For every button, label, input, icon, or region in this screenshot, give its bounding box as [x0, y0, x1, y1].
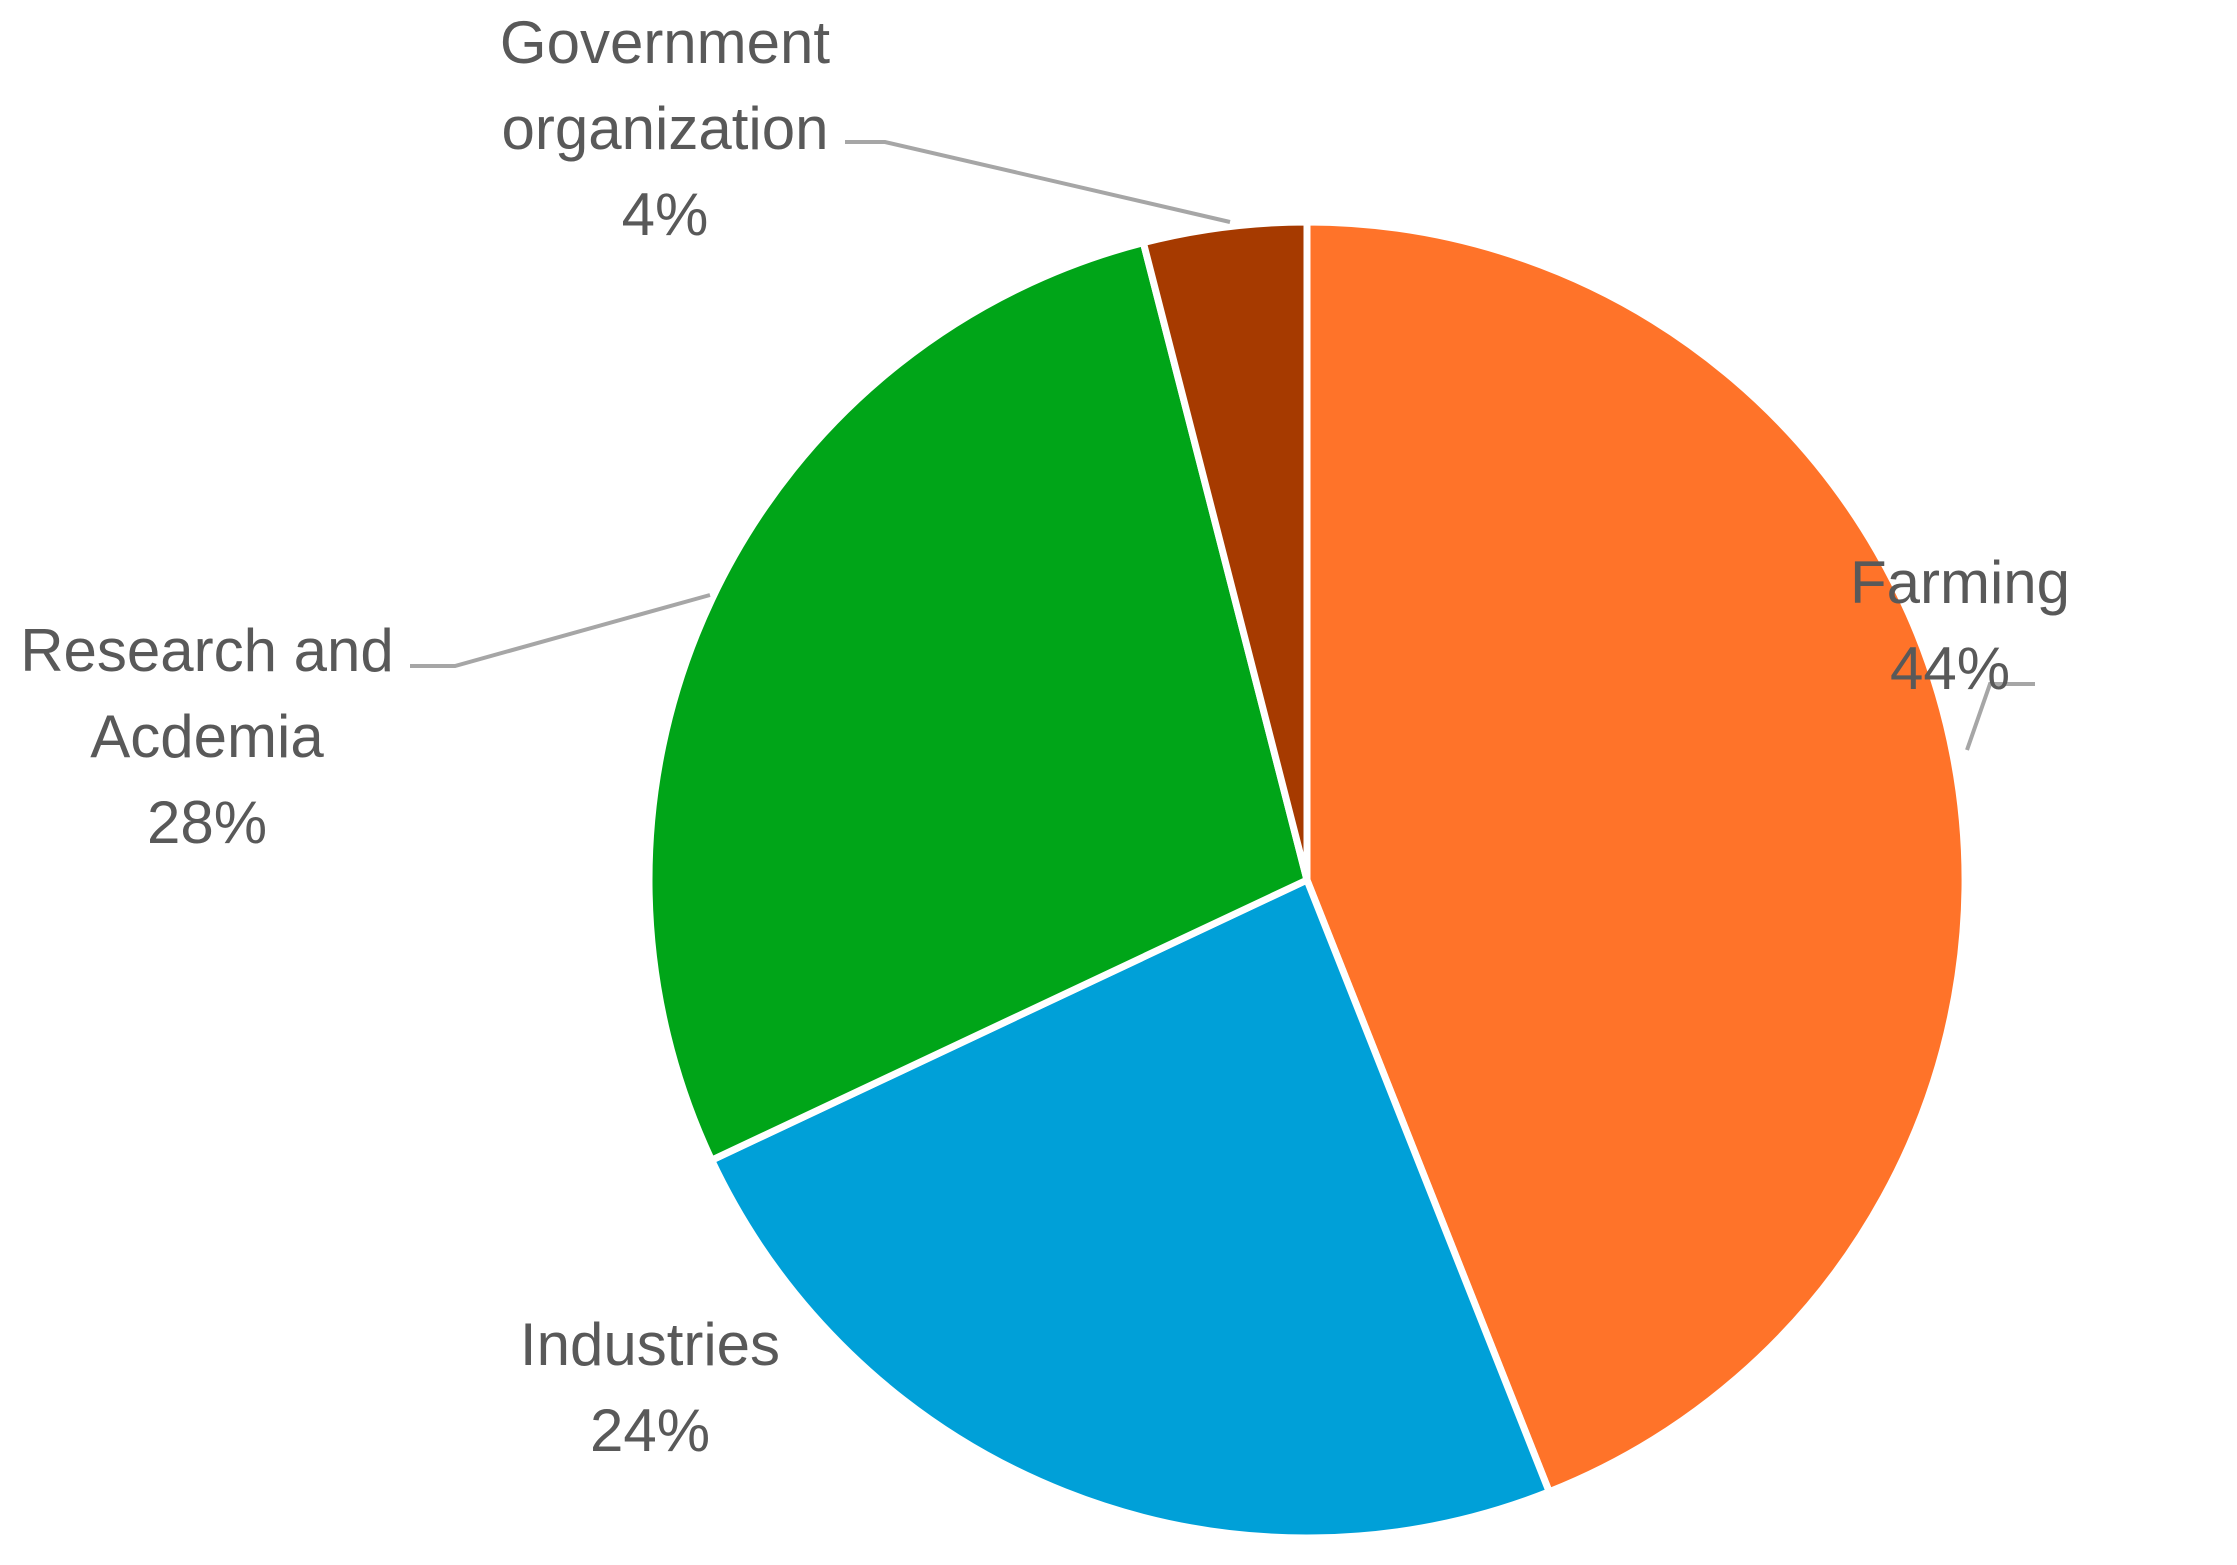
slice-label-research-name-line2: Acdemia: [90, 703, 324, 770]
leader-lines: [410, 140, 2035, 751]
slice-label-industries: Industries 24%: [490, 1302, 810, 1474]
slice-label-government-percent: 4%: [621, 181, 709, 248]
slice-label-research: Research and Acdemia 28%: [7, 608, 407, 866]
slice-label-industries-name: Industries: [519, 1311, 781, 1378]
leader-line-government: [845, 140, 1231, 224]
slice-label-research-percent: 28%: [146, 789, 268, 856]
slice-label-government: Government organization 4%: [475, 0, 855, 258]
pie-slice-industries: [708, 876, 1553, 1542]
slice-label-farming-percent: 44%: [1889, 635, 2011, 702]
leader-line-research: [410, 593, 711, 668]
slice-label-government-name-line1: Government: [499, 9, 831, 76]
slice-label-research-name-line1: Research and: [20, 617, 394, 684]
slice-label-farming-name: Farming: [1850, 549, 2071, 616]
pie-slice-research: [645, 239, 1311, 1164]
pie-slice-farming: [1303, 218, 1969, 1496]
slice-label-farming: Farming 44%: [1850, 540, 2071, 712]
slice-label-government-name-line2: organization: [501, 95, 829, 162]
leader-line-farming: [1965, 682, 2035, 751]
pie-slices: [645, 218, 1969, 1542]
slice-label-industries-percent: 24%: [589, 1397, 711, 1464]
pie-slice-government: [1139, 218, 1311, 884]
